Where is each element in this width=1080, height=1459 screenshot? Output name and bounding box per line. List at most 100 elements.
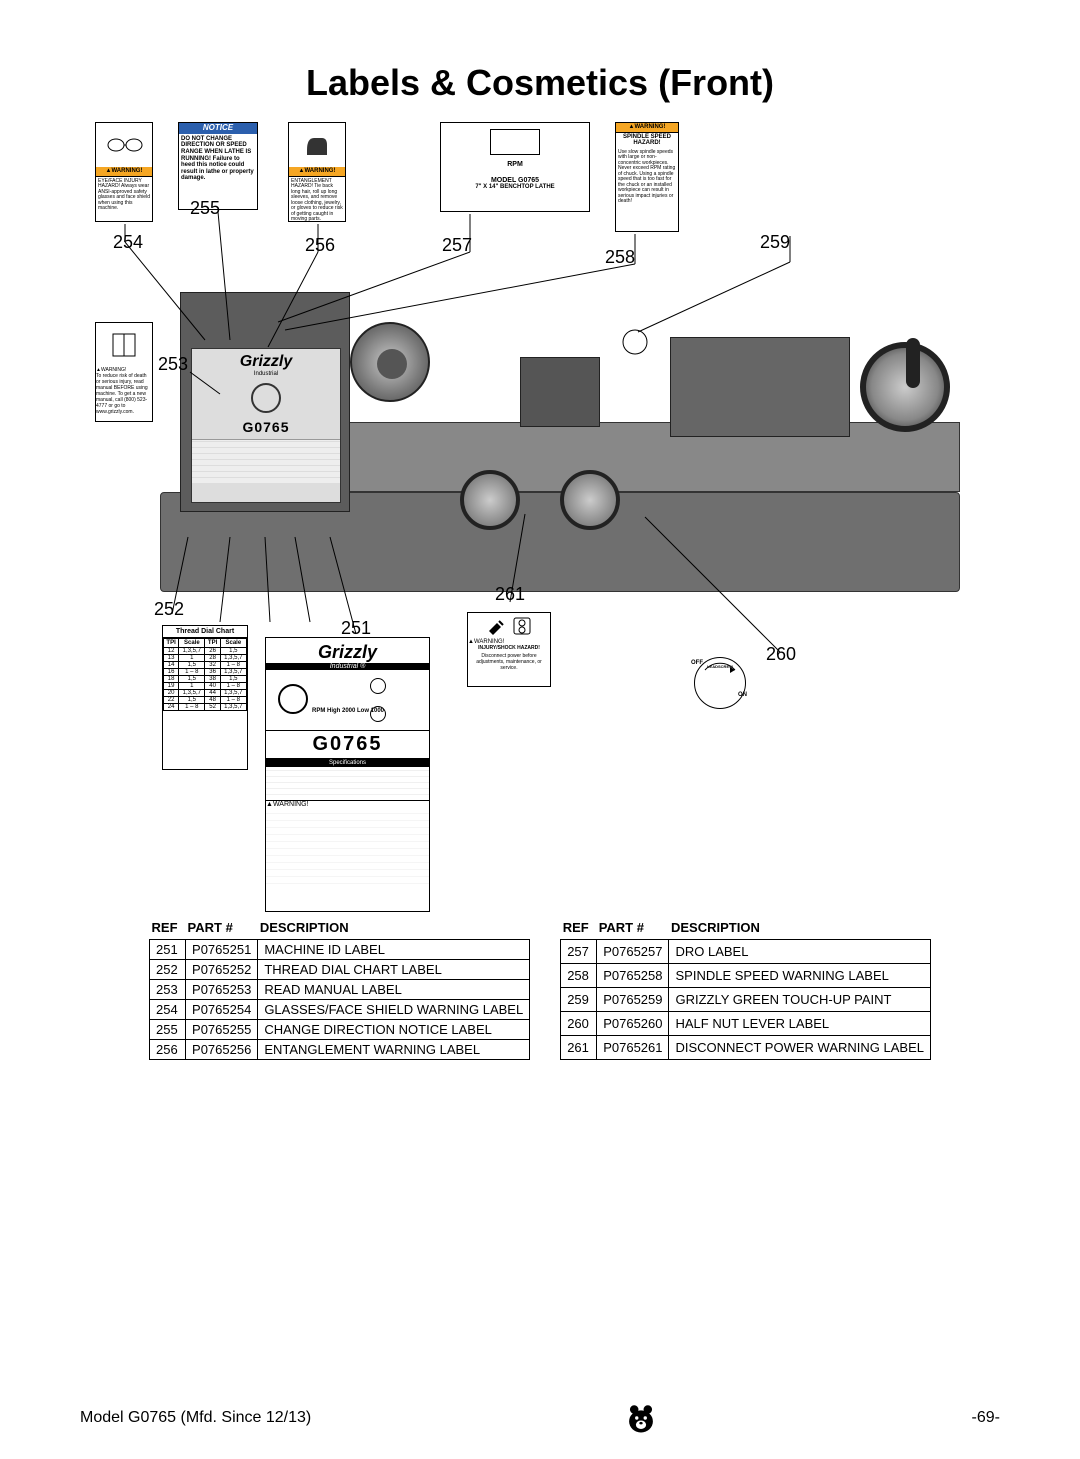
cell-ref: 257 bbox=[561, 940, 597, 964]
thread-dial-col: Scale bbox=[220, 639, 246, 648]
spindle-title: SPINDLE SPEED HAZARD! bbox=[616, 133, 678, 148]
cell-part: P0765254 bbox=[186, 1000, 258, 1020]
footer-page-number: -69- bbox=[972, 1409, 1000, 1427]
notice-label: NOTICE DO NOT CHANGE DIRECTION OR SPEED … bbox=[178, 122, 258, 210]
cell-desc: READ MANUAL LABEL bbox=[258, 980, 530, 1000]
thread-dial-cell: 36 bbox=[205, 669, 220, 676]
cell-ref: 254 bbox=[150, 1000, 186, 1020]
cell-ref: 260 bbox=[561, 1012, 597, 1036]
thread-dial-cell: 1 – 8 bbox=[179, 704, 205, 711]
thread-dial-cell: 1,5 bbox=[220, 648, 246, 655]
table-row: 255P0765255CHANGE DIRECTION NOTICE LABEL bbox=[150, 1020, 530, 1040]
table-row: 256P0765256ENTANGLEMENT WARNING LABEL bbox=[150, 1040, 530, 1060]
cell-ref: 253 bbox=[150, 980, 186, 1000]
model-text: G0765 bbox=[266, 730, 429, 759]
callout-259: 259 bbox=[760, 232, 790, 253]
cell-desc: ENTANGLEMENT WARNING LABEL bbox=[258, 1040, 530, 1060]
thread-dial-cell: 1,3,5,7 bbox=[220, 655, 246, 662]
grizzly-sub: Industrial ® bbox=[266, 663, 429, 670]
lathe-headstock: Grizzly Industrial G0765 bbox=[180, 292, 350, 512]
rpm-text: RPM bbox=[441, 161, 589, 169]
thread-dial-cell: 1,3,5,7 bbox=[220, 690, 246, 697]
thread-dial-cell: 1 – 8 bbox=[220, 683, 246, 690]
grizzly-sub: Industrial bbox=[192, 371, 340, 377]
warning-header: ▲WARNING! bbox=[266, 801, 429, 808]
cell-part: P0765252 bbox=[186, 960, 258, 980]
cell-desc: SPINDLE SPEED WARNING LABEL bbox=[669, 964, 930, 988]
thread-dial-cell: 12 bbox=[164, 648, 179, 655]
table-row: 261P0765261DISCONNECT POWER WARNING LABE… bbox=[561, 1036, 931, 1060]
thread-dial-cell: 1,5 bbox=[179, 697, 205, 704]
outlet-icon bbox=[513, 617, 531, 635]
table-row: 258P0765258SPINDLE SPEED WARNING LABEL bbox=[561, 964, 931, 988]
callout-260: 260 bbox=[766, 644, 796, 665]
callout-261: 261 bbox=[495, 584, 525, 605]
thread-dial-cell: 1,3,5,7 bbox=[179, 648, 205, 655]
dro-label: RPM MODEL G0765 7" X 14" BENCHTOP LATHE bbox=[440, 122, 590, 212]
callout-254: 254 bbox=[113, 232, 143, 253]
half-nut-lever-label: OFF LEADSCREW ON bbox=[694, 657, 746, 709]
cell-desc: CHANGE DIRECTION NOTICE LABEL bbox=[258, 1020, 530, 1040]
thread-dial-title: Thread Dial Chart bbox=[163, 626, 247, 638]
parts-table-left: REF PART # DESCRIPTION 251P0765251MACHIN… bbox=[149, 918, 530, 1060]
callout-258: 258 bbox=[605, 247, 635, 268]
model-badge: G0765 bbox=[192, 419, 340, 435]
spec-header: Specifications bbox=[266, 759, 429, 767]
thread-dial-cell: 18 bbox=[164, 676, 179, 683]
col-ref: REF bbox=[561, 918, 597, 940]
grizzly-logo: Grizzly bbox=[266, 638, 429, 663]
notice-header: NOTICE bbox=[179, 123, 257, 134]
thread-dial-cell: 1,5 bbox=[179, 662, 205, 669]
cell-part: P0765256 bbox=[186, 1040, 258, 1060]
thread-dial-cell: 1,3,5,7 bbox=[179, 690, 205, 697]
warning-header: ▲WARNING! bbox=[289, 167, 345, 177]
tailstock-handwheel bbox=[860, 342, 950, 432]
headstock-panel: Grizzly Industrial G0765 bbox=[191, 348, 341, 503]
model-text: MODEL G0765 bbox=[441, 177, 589, 185]
diagram-area: ▲WARNING! EYE/FACE INJURY HAZARD! Always… bbox=[90, 122, 990, 912]
thread-dial-table: TPIScaleTPIScale 121,3,5,7261,5131281,3,… bbox=[163, 638, 247, 711]
thread-dial-col: Scale bbox=[179, 639, 205, 648]
footer-model: Model G0765 (Mfd. Since 12/13) bbox=[80, 1409, 311, 1427]
cell-desc: MACHINE ID LABEL bbox=[258, 940, 530, 960]
label-body: To reduce risk of death or serious injur… bbox=[96, 373, 152, 415]
thread-dial-cell: 22 bbox=[164, 697, 179, 704]
thread-dial-cell: 1,3,5,7 bbox=[220, 704, 246, 711]
warning-header: ▲WARNING! bbox=[96, 167, 152, 177]
plug-icon bbox=[487, 617, 509, 635]
parts-table-right: REF PART # DESCRIPTION 257P0765257DRO LA… bbox=[560, 918, 931, 1060]
cell-part: P0765251 bbox=[186, 940, 258, 960]
label-body: DO NOT CHANGE DIRECTION OR SPEED RANGE W… bbox=[179, 134, 257, 184]
col-desc: DESCRIPTION bbox=[669, 918, 930, 940]
cell-part: P0765255 bbox=[186, 1020, 258, 1040]
rpm-text: RPM High 2000 Low 1000 bbox=[312, 708, 384, 714]
thread-dial-cell: 52 bbox=[205, 704, 220, 711]
grizzly-logo: Grizzly bbox=[192, 349, 340, 371]
glasses-warning-label: ▲WARNING! EYE/FACE INJURY HAZARD! Always… bbox=[95, 122, 153, 222]
warning-header: ▲WARNING! bbox=[616, 123, 678, 133]
col-desc: DESCRIPTION bbox=[258, 918, 530, 940]
thread-dial-cell: 16 bbox=[164, 669, 179, 676]
thread-dial-cell: 24 bbox=[164, 704, 179, 711]
col-ref: REF bbox=[150, 918, 186, 940]
callout-256: 256 bbox=[305, 235, 335, 256]
cell-desc: THREAD DIAL CHART LABEL bbox=[258, 960, 530, 980]
thread-dial-cell: 19 bbox=[164, 683, 179, 690]
callout-257: 257 bbox=[442, 235, 472, 256]
arc-icon: LEADSCREW bbox=[695, 658, 745, 708]
bear-icon bbox=[624, 1401, 658, 1435]
thread-dial-cell: 28 bbox=[205, 655, 220, 662]
spindle-warning-label: ▲WARNING! SPINDLE SPEED HAZARD! Use slow… bbox=[615, 122, 679, 232]
cell-desc: DRO LABEL bbox=[669, 940, 930, 964]
thread-dial-chart-label: Thread Dial Chart TPIScaleTPIScale 121,3… bbox=[162, 625, 248, 770]
cell-part: P0765259 bbox=[597, 988, 669, 1012]
thread-dial-cell: 26 bbox=[205, 648, 220, 655]
callout-253: 253 bbox=[158, 354, 188, 375]
table-row: 254P0765254GLASSES/FACE SHIELD WARNING L… bbox=[150, 1000, 530, 1020]
table-row: 257P0765257DRO LABEL bbox=[561, 940, 931, 964]
thread-dial-cell: 1 bbox=[179, 683, 205, 690]
cell-ref: 259 bbox=[561, 988, 597, 1012]
thread-dial-cell: 1 bbox=[179, 655, 205, 662]
cell-part: P0765260 bbox=[597, 1012, 669, 1036]
machine-id-label: Grizzly Industrial ® RPM High 2000 Low 1… bbox=[265, 637, 430, 912]
